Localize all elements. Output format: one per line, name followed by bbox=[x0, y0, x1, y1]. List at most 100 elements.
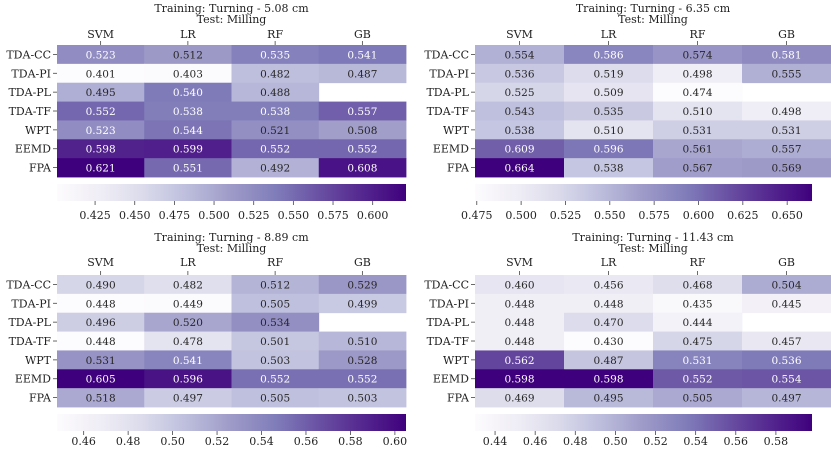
heatmap-cell bbox=[742, 45, 831, 65]
column-label: LR bbox=[180, 28, 196, 41]
heatmap-cell bbox=[475, 388, 565, 408]
heatmap-cell bbox=[564, 120, 654, 140]
column-label: GB bbox=[354, 28, 371, 41]
cell-value-label: 0.523 bbox=[86, 49, 116, 61]
heatmap-cell bbox=[564, 101, 654, 121]
cell-value-label: 0.482 bbox=[173, 279, 203, 291]
colorbar-tick-label: 0.48 bbox=[563, 435, 588, 448]
heatmap-cell bbox=[742, 331, 831, 351]
row-label: TDA-PL bbox=[8, 86, 51, 99]
colorbar-tick-label: 0.650 bbox=[771, 209, 803, 222]
heatmap-cell bbox=[231, 63, 320, 84]
cell-value-label: 0.520 bbox=[173, 317, 203, 329]
column-label: RF bbox=[690, 256, 706, 269]
heatmap-cell bbox=[57, 82, 145, 102]
cell-value-label: 0.523 bbox=[86, 125, 116, 137]
cell-value-label: 0.552 bbox=[347, 144, 377, 156]
heatmap-cell bbox=[742, 158, 831, 178]
heatmap-cell bbox=[231, 139, 320, 159]
heatmap-cell bbox=[57, 45, 145, 65]
heatmap-cell bbox=[318, 331, 407, 351]
column-label: SVM bbox=[506, 256, 533, 269]
row-label: TDA-CC bbox=[6, 278, 51, 291]
heatmap-cell bbox=[475, 350, 565, 370]
heatmap-cell bbox=[318, 120, 407, 140]
cell-value-label: 0.505 bbox=[260, 393, 290, 405]
cell-value-label: 0.552 bbox=[682, 374, 712, 386]
heatmap-cell bbox=[144, 275, 232, 295]
heatmap-cell bbox=[144, 331, 232, 351]
cell-value-label: 0.510 bbox=[593, 125, 623, 137]
cell-value-label: 0.569 bbox=[771, 163, 801, 175]
heatmap-cell bbox=[742, 139, 831, 159]
colorbar-tick-label: 0.52 bbox=[205, 435, 230, 448]
cell-value-label: 0.518 bbox=[86, 393, 116, 405]
colorbar-tick-label: 0.475 bbox=[461, 209, 493, 222]
colorbar bbox=[57, 184, 406, 201]
heatmap-cell bbox=[57, 293, 145, 314]
cell-value-label: 0.430 bbox=[593, 336, 623, 348]
heatmap-cell bbox=[318, 101, 407, 121]
heatmap-cell bbox=[144, 63, 232, 84]
heatmap-cell bbox=[475, 82, 565, 102]
cell-value-label: 0.521 bbox=[260, 125, 290, 137]
heatmap-cell bbox=[57, 331, 145, 351]
colorbar-tick-label: 0.58 bbox=[764, 435, 789, 448]
cell-value-label: 0.554 bbox=[504, 49, 534, 61]
cell-value-label: 0.470 bbox=[593, 317, 623, 329]
heatmap-cell bbox=[318, 158, 407, 178]
heatmap-cell bbox=[653, 45, 743, 65]
cell-value-label: 0.562 bbox=[504, 355, 534, 367]
heatmap-cell bbox=[564, 63, 654, 84]
cell-value-label: 0.555 bbox=[771, 68, 801, 80]
cell-value-label: 0.448 bbox=[593, 298, 623, 310]
heatmap-cell bbox=[57, 312, 145, 332]
cell-value-label: 0.567 bbox=[682, 163, 712, 175]
colorbar bbox=[57, 414, 406, 431]
row-label: TDA-CC bbox=[424, 48, 469, 61]
colorbar-tick-label: 0.600 bbox=[683, 209, 715, 222]
cell-value-label: 0.509 bbox=[593, 87, 623, 99]
cell-value-label: 0.664 bbox=[504, 163, 534, 175]
column-label: GB bbox=[778, 28, 795, 41]
cell-value-label: 0.403 bbox=[173, 68, 203, 80]
cell-value-label: 0.538 bbox=[173, 106, 203, 118]
heatmap-cell bbox=[144, 120, 232, 140]
cell-value-label: 0.540 bbox=[173, 87, 203, 99]
row-label: TDA-PI bbox=[11, 67, 51, 80]
heatmap-cell bbox=[564, 312, 654, 332]
heatmap-cell bbox=[653, 388, 743, 408]
cell-value-label: 0.499 bbox=[347, 298, 377, 310]
panel-title: Training: Turning - 5.08 cm bbox=[154, 2, 309, 15]
heatmap-cell bbox=[653, 275, 743, 295]
colorbar-tick-label: 0.475 bbox=[159, 209, 191, 222]
colorbar-tick-label: 0.625 bbox=[727, 209, 759, 222]
row-label: EEMD bbox=[433, 373, 469, 386]
heatmap-cell bbox=[144, 158, 232, 178]
cell-value-label: 0.535 bbox=[593, 106, 623, 118]
cell-value-label: 0.557 bbox=[347, 106, 377, 118]
heatmap-cell bbox=[742, 293, 831, 314]
heatmap-cell bbox=[231, 101, 320, 121]
cell-value-label: 0.608 bbox=[347, 163, 377, 175]
cell-value-label: 0.474 bbox=[682, 87, 712, 99]
colorbar-tick-label: 0.56 bbox=[724, 435, 749, 448]
heatmap-cell bbox=[57, 139, 145, 159]
column-label: LR bbox=[601, 28, 617, 41]
cell-value-label: 0.551 bbox=[173, 163, 203, 175]
cell-value-label: 0.503 bbox=[260, 355, 290, 367]
cell-value-label: 0.487 bbox=[593, 355, 623, 367]
cell-value-label: 0.498 bbox=[682, 68, 712, 80]
panel-subtitle: Test: Milling bbox=[618, 242, 688, 255]
cell-value-label: 0.609 bbox=[504, 144, 534, 156]
heatmap-cell bbox=[475, 158, 565, 178]
row-label: TDA-CC bbox=[424, 278, 469, 291]
row-label: TDA-CC bbox=[6, 48, 51, 61]
cell-value-label: 0.525 bbox=[504, 87, 534, 99]
cell-value-label: 0.541 bbox=[347, 49, 377, 61]
heatmap-cell bbox=[653, 63, 743, 84]
